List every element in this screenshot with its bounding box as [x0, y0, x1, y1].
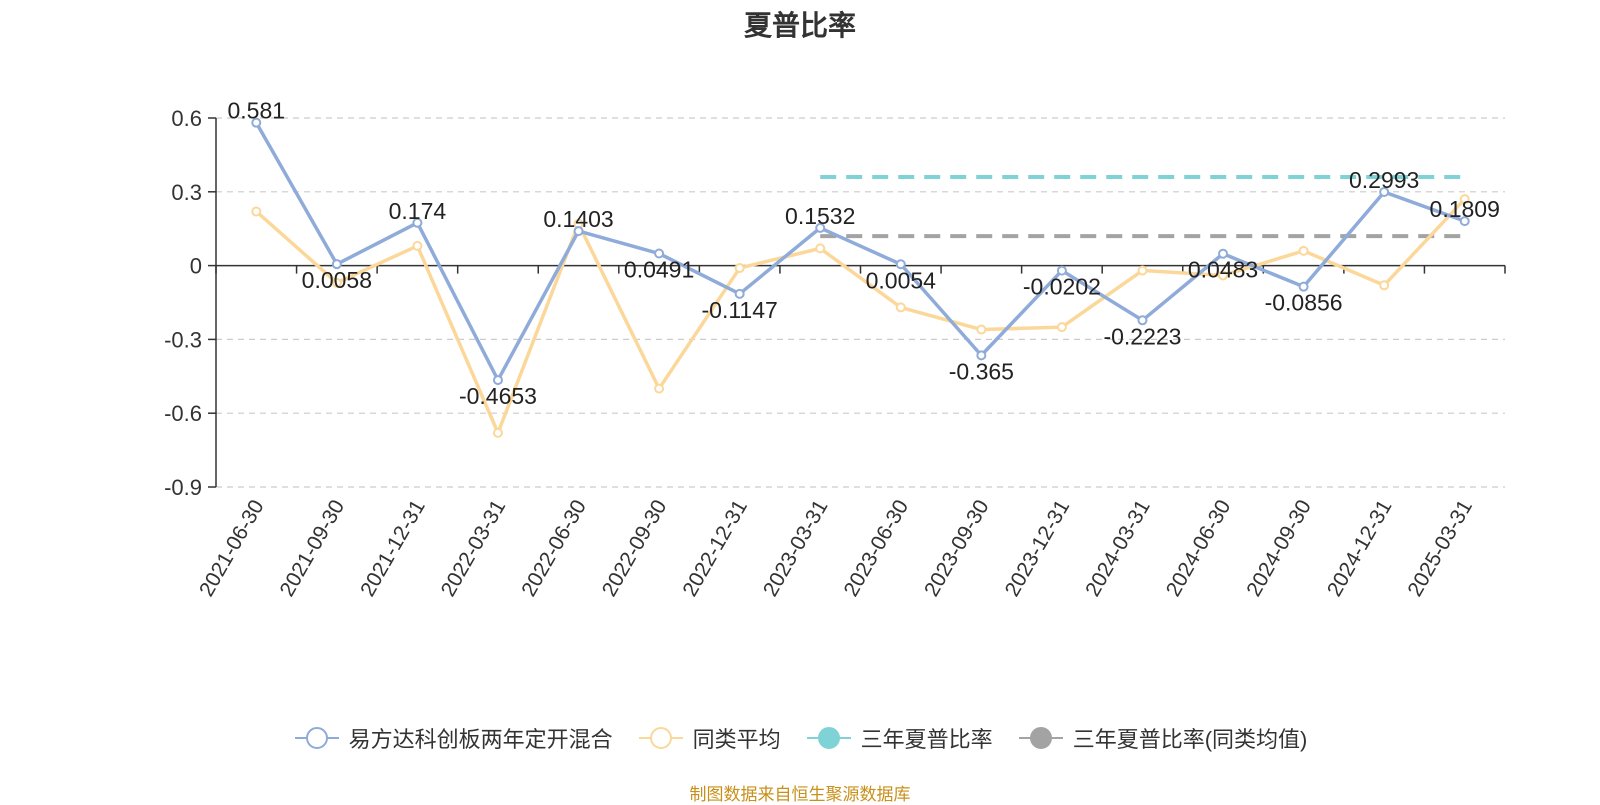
data-source-note: 制图数据来自恒生聚源数据库 — [689, 785, 911, 804]
peer-data-point — [815, 243, 826, 254]
fund-data-point — [1379, 186, 1390, 197]
legend-item[interactable]: 同类平均 — [637, 722, 781, 754]
x-tick-label: 2023-03-31 — [759, 496, 833, 601]
x-tick-label: 2023-06-30 — [839, 496, 913, 601]
x-tick-label: 2021-12-31 — [356, 496, 430, 601]
legend-filled-circle-icon — [806, 727, 851, 749]
x-tick-label: 2024-06-30 — [1162, 496, 1236, 601]
legend-label: 三年夏普比率 — [860, 727, 993, 752]
x-tick-label: 2024-12-31 — [1323, 496, 1397, 601]
x-tick-label: 2022-06-30 — [517, 496, 591, 601]
x-tick-label: 2024-09-30 — [1242, 496, 1316, 601]
fund-data-label: 0.0491 — [624, 257, 694, 283]
legend-hollow-circle-icon — [294, 727, 339, 749]
fund-data-point — [331, 259, 342, 270]
fund-data-label: -0.365 — [949, 358, 1014, 384]
y-tick-label: 0.6 — [171, 106, 202, 131]
fund-data-point — [573, 226, 584, 237]
fund-data-point — [1137, 315, 1148, 326]
fund-data-point — [895, 259, 906, 270]
peer-data-point — [492, 427, 503, 438]
fund-data-label: 0.1532 — [785, 203, 855, 229]
peer-data-point — [331, 277, 342, 288]
peer-data-point — [1218, 270, 1229, 281]
fund-data-point — [815, 222, 826, 233]
peer-data-point — [895, 302, 906, 313]
fund-data-point — [412, 217, 423, 228]
fund-data-label: 0.581 — [228, 98, 286, 124]
peer-data-point — [412, 240, 423, 251]
peer-series-line — [255, 197, 1466, 435]
peer-data-point — [1056, 322, 1067, 333]
peer-data-point — [1459, 194, 1470, 205]
legend-filled-circle-icon — [1018, 727, 1063, 749]
x-tick-label: 2025-03-31 — [1403, 496, 1477, 601]
fund-data-point — [1459, 216, 1470, 227]
x-tick-label: 2022-12-31 — [678, 496, 752, 601]
fund-data-label: 0.0054 — [866, 267, 937, 293]
x-tick-label: 2024-03-31 — [1081, 496, 1155, 601]
x-tick-label: 2022-03-31 — [437, 496, 511, 601]
legend-item[interactable]: 易方达科创板两年定开混合 — [293, 722, 613, 754]
peer-data-point — [734, 263, 745, 274]
fund-data-point — [1298, 281, 1309, 292]
fund-data-label: 0.2993 — [1349, 167, 1419, 193]
fund-data-label: 0.0483 — [1188, 257, 1258, 283]
fund-data-point — [734, 288, 745, 299]
y-tick-label: 0 — [190, 254, 202, 279]
fund-data-label: -0.4653 — [459, 383, 537, 409]
chart-legend: 易方达科创板两年定开混合 同类平均 三年夏普比率 三年夏普比率(同类均值) — [0, 722, 1600, 754]
fund-data-label: 0.0058 — [302, 267, 372, 293]
legend-item[interactable]: 三年夏普比率(同类均值) — [1017, 722, 1308, 754]
fund-data-point — [976, 350, 987, 361]
y-tick-label: 0.3 — [171, 180, 202, 205]
fund-series-line — [254, 121, 1466, 382]
legend-label: 易方达科创板两年定开混合 — [348, 727, 613, 752]
fund-data-label: -0.0202 — [1023, 274, 1101, 300]
legend-item[interactable]: 三年夏普比率 — [805, 722, 993, 754]
legend-hollow-circle-icon — [638, 727, 683, 749]
fund-data-label: -0.0856 — [1265, 290, 1343, 316]
x-tick-label: 2022-09-30 — [598, 496, 672, 601]
x-tick-label: 2023-12-31 — [1001, 496, 1075, 601]
peer-data-point — [1298, 245, 1309, 256]
fund-data-point — [654, 248, 665, 259]
y-tick-label: -0.9 — [164, 475, 202, 500]
peer-data-point — [1379, 280, 1390, 291]
y-tick-label: -0.6 — [164, 401, 202, 426]
legend-label: 同类平均 — [692, 727, 781, 752]
fund-data-point — [1056, 265, 1067, 276]
fund-data-label: 0.1403 — [543, 206, 613, 232]
peer-data-point — [251, 206, 262, 217]
legend-label: 三年夏普比率(同类均值) — [1072, 727, 1308, 752]
fund-data-label: -0.1147 — [702, 297, 778, 323]
fund-data-label: 0.1809 — [1430, 196, 1500, 222]
y-tick-label: -0.3 — [164, 327, 202, 352]
fund-data-point — [1218, 248, 1229, 259]
peer-data-point — [1137, 265, 1148, 276]
peer-data-point — [976, 324, 987, 335]
fund-data-point — [251, 117, 262, 128]
x-tick-label: 2021-09-30 — [276, 496, 350, 601]
peer-data-point — [654, 383, 665, 394]
chart-title: 夏普比率 — [743, 10, 856, 41]
fund-data-label: -0.2223 — [1103, 323, 1181, 349]
fund-data-label: 0.174 — [389, 198, 447, 224]
x-tick-label: 2021-06-30 — [195, 496, 269, 601]
fund-data-point — [492, 375, 503, 386]
x-tick-label: 2023-09-30 — [920, 496, 994, 601]
